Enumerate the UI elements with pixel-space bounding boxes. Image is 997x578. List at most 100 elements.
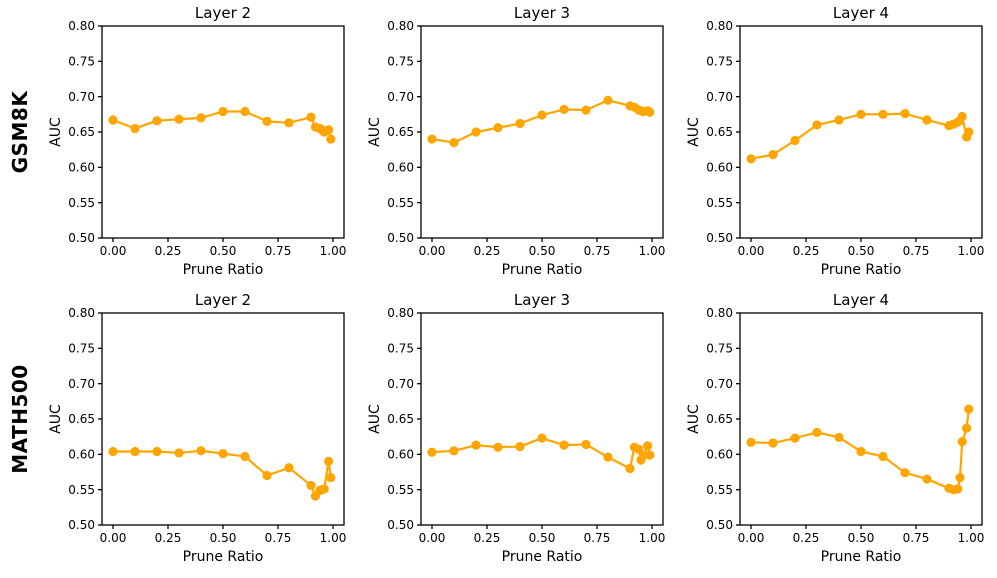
- data-point: [964, 404, 974, 414]
- data-point: [515, 118, 525, 129]
- y-tick-label: 0.80: [387, 306, 414, 320]
- y-tick-label: 0.55: [387, 483, 414, 497]
- chart-canvas: 0.50 0.55 0.60 0.65 0.70 0.75 0.80 0.00 0.25 0.50…: [686, 4, 985, 278]
- x-tick-label: 1.00: [958, 244, 985, 258]
- data-point: [240, 106, 250, 117]
- x-tick-label: 1.00: [320, 244, 347, 258]
- y-tick-label: 0.50: [68, 231, 95, 245]
- x-tick-label: 0.75: [584, 244, 611, 258]
- subplot-gsm8k-layer2: 0.50 0.55 0.60 0.65 0.70 0.75 0.80 0.00 0.25 0.50…: [40, 0, 359, 287]
- data-point: [218, 106, 228, 117]
- y-tick-label: 0.75: [387, 55, 414, 69]
- data-point: [957, 111, 967, 122]
- row-math500: MATH500 0.50 0.55 0.60 0.65 0.70 0.75 0.80 0.00…: [0, 287, 997, 574]
- y-tick-label: 0.65: [706, 412, 733, 426]
- data-point: [768, 150, 778, 160]
- y-tick-label: 0.70: [706, 377, 733, 391]
- x-tick-label: 0.50: [529, 531, 556, 545]
- data-point: [643, 441, 653, 451]
- data-point: [603, 95, 613, 105]
- data-line: [749, 408, 970, 491]
- data-point: [537, 110, 547, 120]
- data-point: [856, 446, 866, 457]
- x-tick-label: 0.00: [738, 244, 765, 258]
- row-label-gsm8k-wrap: GSM8K: [0, 0, 40, 287]
- x-axis-label: Prune Ratio: [502, 549, 583, 565]
- data-point: [878, 109, 888, 119]
- y-tick-label: 0.65: [387, 125, 414, 139]
- y-tick-label: 0.60: [387, 448, 414, 462]
- y-tick-label: 0.65: [387, 412, 414, 426]
- plot-box: [739, 312, 983, 526]
- x-tick-label: 0.25: [793, 531, 820, 545]
- plot-box: [101, 25, 345, 239]
- data-point: [790, 135, 800, 146]
- x-tick-label: 0.00: [419, 244, 446, 258]
- row-label-math500-wrap: MATH500: [0, 287, 40, 574]
- x-tick-label: 0.75: [265, 531, 292, 545]
- subplot-title: Layer 2: [195, 4, 251, 22]
- data-point: [427, 134, 437, 144]
- data-point: [515, 441, 525, 452]
- y-tick-label: 0.80: [706, 306, 733, 320]
- data-point: [306, 480, 316, 491]
- data-point: [218, 449, 228, 459]
- y-tick-label: 0.50: [387, 231, 414, 245]
- plot-box: [420, 25, 664, 239]
- x-tick-label: 0.00: [100, 531, 127, 545]
- y-tick-label: 0.60: [68, 448, 95, 462]
- y-tick-label: 0.65: [68, 412, 95, 426]
- data-point: [108, 446, 118, 457]
- data-point: [856, 109, 866, 119]
- data-line: [430, 99, 651, 144]
- data-point: [108, 115, 118, 125]
- data-point: [962, 423, 972, 433]
- data-point: [174, 114, 184, 124]
- data-point: [900, 468, 910, 478]
- y-tick-label: 0.60: [68, 161, 95, 175]
- y-tick-label: 0.65: [706, 125, 733, 139]
- data-point: [581, 105, 591, 115]
- y-tick-label: 0.75: [706, 342, 733, 356]
- x-tick-label: 0.25: [474, 244, 501, 258]
- x-tick-label: 0.50: [210, 244, 237, 258]
- data-point: [746, 154, 756, 164]
- data-point: [130, 123, 140, 134]
- data-point: [537, 433, 547, 443]
- x-tick-label: 0.50: [848, 244, 875, 258]
- data-point: [196, 446, 206, 456]
- y-axis-label: AUC: [367, 117, 383, 147]
- data-point: [581, 439, 591, 450]
- row-label-math500: MATH500: [8, 364, 32, 474]
- data-point: [152, 446, 162, 457]
- y-tick-label: 0.50: [706, 231, 733, 245]
- data-line: [749, 112, 970, 160]
- data-point: [900, 109, 910, 119]
- x-axis-label: Prune Ratio: [821, 549, 902, 565]
- x-tick-label: 0.50: [529, 244, 556, 258]
- y-tick-label: 0.55: [68, 483, 95, 497]
- x-tick-label: 0.75: [903, 244, 930, 258]
- y-tick-label: 0.80: [706, 19, 733, 33]
- x-tick-label: 1.00: [639, 244, 666, 258]
- data-point: [964, 127, 974, 137]
- subplot-math500-layer4: 0.50 0.55 0.60 0.65 0.70 0.75 0.80 0.00 0.25 0.50…: [678, 287, 997, 574]
- data-point: [922, 474, 932, 484]
- y-axis-label: AUC: [48, 404, 64, 434]
- data-point: [324, 125, 334, 135]
- data-point: [834, 115, 844, 125]
- subplot-title: Layer 2: [195, 291, 251, 309]
- y-axis-label: AUC: [686, 404, 702, 434]
- subplot-gsm8k-layer3: 0.50 0.55 0.60 0.65 0.70 0.75 0.80 0.00 0.25 0.50…: [359, 0, 678, 287]
- y-tick-label: 0.75: [387, 342, 414, 356]
- data-point: [645, 107, 655, 117]
- x-tick-label: 0.75: [265, 244, 292, 258]
- x-tick-label: 0.50: [210, 531, 237, 545]
- y-tick-label: 0.60: [706, 448, 733, 462]
- x-axis-label: Prune Ratio: [502, 262, 583, 278]
- data-point: [174, 448, 184, 458]
- plot-box: [420, 312, 664, 526]
- x-tick-label: 0.00: [738, 531, 765, 545]
- y-tick-label: 0.50: [706, 518, 733, 532]
